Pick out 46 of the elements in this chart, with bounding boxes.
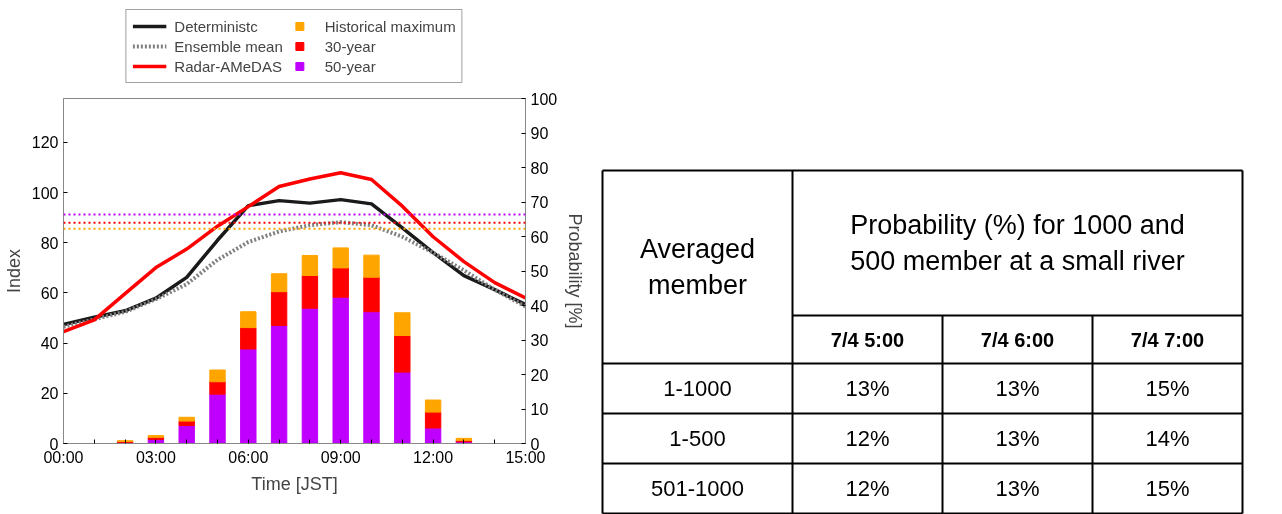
x-tick-label: 09:00 <box>320 448 361 466</box>
y2-axis-title: Probability [%] <box>565 213 586 329</box>
y-tick-label: 80 <box>40 234 59 252</box>
legend-label: Deterministc <box>174 17 258 35</box>
y-tick-label: 60 <box>40 284 59 302</box>
legend-label: 30-year <box>324 37 376 55</box>
text: 12% <box>845 426 890 451</box>
text: 15% <box>1145 376 1190 401</box>
y2-tick-label: 100 <box>530 90 558 108</box>
x-axis-title: Time [JST] <box>251 473 338 494</box>
y2-tick-label: 30 <box>530 332 549 349</box>
category-label: 7/4 6:00 <box>980 328 1055 351</box>
category-label: 1-1000 <box>663 376 732 401</box>
legend-label: Ensemble mean <box>174 37 283 55</box>
text: 14% <box>1145 426 1190 451</box>
y2-tick-label: 70 <box>530 194 549 211</box>
x-tick-label: 03:00 <box>135 448 177 466</box>
y-tick-label: 120 <box>31 134 59 152</box>
legend-label: Radar-AMeDAS <box>174 57 282 75</box>
category-label: 7/4 5:00 <box>830 328 905 351</box>
y-tick-label: 100 <box>31 184 59 202</box>
y-tick-label: 20 <box>40 385 59 403</box>
y2-tick-label: 80 <box>530 159 549 177</box>
y2-tick-label: 60 <box>530 228 549 246</box>
category-label: 7/4 7:00 <box>1130 328 1205 351</box>
y2-tick-label: 20 <box>530 366 549 384</box>
text: Averaged member <box>639 234 756 300</box>
text: 13% <box>995 476 1040 501</box>
y2-tick-label: 40 <box>530 297 549 315</box>
text: 15% <box>1145 476 1190 501</box>
category-label: 501-1000 <box>651 476 744 501</box>
text: 13% <box>995 376 1040 401</box>
text: 13% <box>995 426 1040 451</box>
y-tick-label: 40 <box>40 335 59 353</box>
y2-tick-label: 50 <box>530 263 549 280</box>
y-axis-title: Index <box>3 248 24 294</box>
category-label: 1-500 <box>669 426 726 451</box>
y2-tick-label: 90 <box>530 125 549 142</box>
text: Probability (%) for 1000 and 500 member at a small river <box>850 210 1185 276</box>
x-tick-label: 06:00 <box>228 448 269 466</box>
legend-label: 50-year <box>324 57 376 75</box>
x-tick-label: 12:00 <box>413 448 454 466</box>
y2-tick-label: 10 <box>530 401 549 418</box>
legend-label: Historical maximum <box>324 17 456 35</box>
text: 12% <box>845 476 890 501</box>
text: 13% <box>845 376 890 401</box>
